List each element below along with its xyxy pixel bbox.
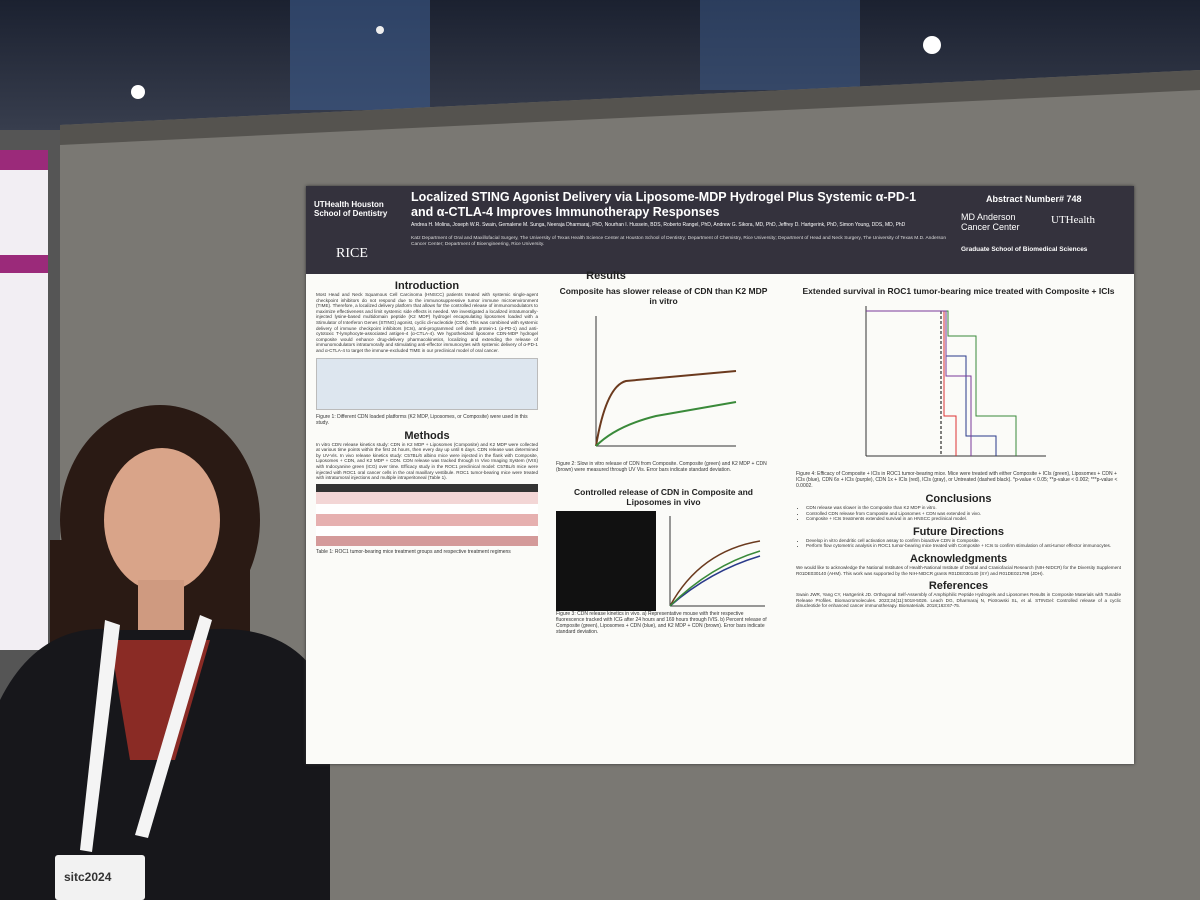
figure-title: Controlled release of CDN in Composite a… (574, 487, 753, 507)
authors: Andrea H. Molina, Joseph W.R. Swain, Gem… (411, 222, 906, 228)
section-heading: Introduction (394, 280, 460, 292)
intro-text: Most Head and Neck Squamous Cell Carcino… (316, 292, 538, 353)
results-band: Results (306, 270, 1134, 282)
logo: UTHealth Houston School of Dentistry (314, 200, 388, 218)
column-left: Introduction Most Head and Neck Squamous… (316, 280, 538, 555)
methods-text: In vitro CDN release kinetics study: CDN… (316, 441, 538, 481)
caption: Figure 1: Different CDN loaded platforms… (316, 413, 528, 426)
logo: RICE (336, 246, 368, 261)
logo: UTHealth (1051, 214, 1095, 226)
section-heading: Acknowledgments (909, 552, 1008, 565)
section-heading: References (928, 580, 989, 593)
affiliations: Katz Department of Oral and Maxillofacia… (411, 236, 946, 247)
figure-title: Composite has slower release of CDN than… (559, 286, 768, 306)
figure-3b (669, 516, 765, 607)
poster: UTHealth Houston School of Dentistry RIC… (306, 186, 1134, 764)
figure-title: Extended survival in ROC1 tumor-bearing … (802, 286, 1115, 296)
column-right: Extended survival in ROC1 tumor-bearing … (796, 286, 1121, 609)
poster-title: Localized STING Agonist Delivery via Lip… (411, 190, 917, 219)
poster-header: UTHealth Houston School of Dentistry RIC… (306, 186, 1134, 274)
conclusion-list: CDN release was slower in the Composite … (796, 505, 1121, 522)
figure-2 (595, 316, 737, 447)
caption: Figure 2: Slow in vitro release of CDN f… (556, 461, 767, 473)
list-item: Controlled CDN release from Composite an… (806, 511, 1121, 517)
list-item: Develop in vitro dendritic cell activati… (806, 538, 1121, 544)
section-heading: Conclusions (925, 493, 992, 505)
list-item: Perform flow cytometric analysis in ROC1… (806, 543, 1121, 549)
section-heading: Methods (404, 429, 450, 442)
figure-1 (316, 357, 538, 410)
ack-text: We would like to acknowledge the Nationa… (796, 564, 1121, 576)
logo: Graduate School of Biomedical Sciences (961, 246, 1088, 253)
future-list: Develop in vitro dendritic cell activati… (796, 538, 1121, 549)
abstract-number: Abstract Number# 748 (986, 194, 1082, 204)
list-item: Composite + ICIs treatments extended sur… (806, 516, 1121, 522)
section-heading: Results (586, 270, 626, 282)
column-middle: Composite has slower release of CDN than… (556, 286, 771, 635)
caption: Figure 4: Efficacy of Composite + ICIs i… (796, 471, 1118, 489)
caption: Figure 3: CDN release kinetics in vivo. … (556, 611, 767, 635)
table-1 (316, 483, 538, 546)
list-item: CDN release was slower in the Composite … (806, 505, 1121, 511)
ivis-image (556, 511, 656, 611)
figure-4 (865, 306, 1046, 457)
section-heading: Future Directions (912, 525, 1005, 538)
caption: Table 1: ROC1 tumor-bearing mice treatme… (316, 548, 511, 555)
ref-text: Swain JWR, Yang CY, Hartgerink JD. Ortho… (796, 592, 1121, 609)
logo: MD Anderson Cancer Center (961, 212, 1020, 232)
figure-3 (556, 511, 771, 611)
badge-text: sitc2024 (64, 870, 112, 884)
